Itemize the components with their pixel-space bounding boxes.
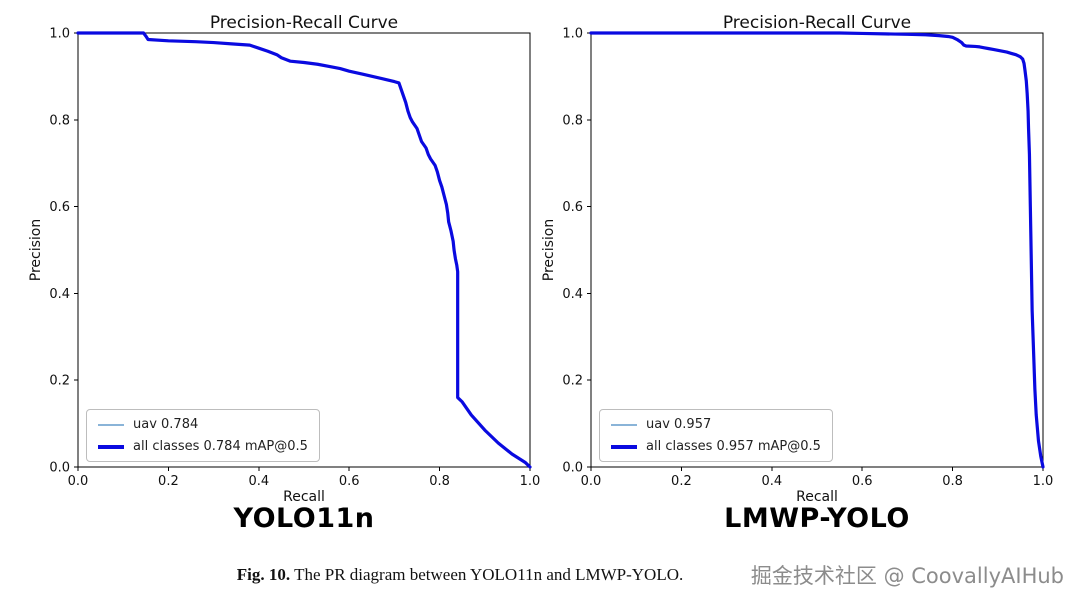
- panel-yolo11n: Precision-Recall Curve 0.0 0.2 0.4 0.6 0.8 1.…: [0, 0, 540, 545]
- svg-text:0.8: 0.8: [429, 474, 450, 489]
- legend: uav 0.784 all classes 0.784 mAP@0.5: [86, 409, 320, 462]
- svg-text:0.4: 0.4: [761, 474, 782, 489]
- svg-text:1.0: 1.0: [49, 27, 70, 42]
- legend-label: uav 0.957: [646, 417, 712, 432]
- legend-item-uav: uav 0.957: [611, 417, 821, 432]
- legend-item-all-classes: all classes 0.784 mAP@0.5: [98, 439, 308, 454]
- model-name-lmwp-yolo: LMWP-YOLO: [724, 503, 910, 534]
- panel-lmwp-yolo: Precision-Recall Curve 0.0 0.2 0.4 0.6 0.8 1.…: [513, 0, 1053, 545]
- svg-text:0.2: 0.2: [158, 474, 179, 489]
- svg-text:0.6: 0.6: [49, 200, 70, 215]
- chart-title: Precision-Recall Curve: [722, 13, 912, 33]
- svg-text:0.6: 0.6: [339, 474, 360, 489]
- figure-caption-text: The PR diagram between YOLO11n and LMWP-…: [294, 565, 684, 584]
- model-name-yolo11n: YOLO11n: [233, 503, 375, 534]
- legend-label: all classes 0.957 mAP@0.5: [646, 439, 821, 454]
- legend-item-uav: uav 0.784: [98, 417, 308, 432]
- x-axis-label: Recall: [283, 489, 325, 505]
- svg-text:0.8: 0.8: [942, 474, 963, 489]
- svg-text:0.6: 0.6: [852, 474, 873, 489]
- svg-text:0.0: 0.0: [68, 474, 89, 489]
- legend-line-sample-thin: [611, 423, 637, 426]
- svg-text:0.0: 0.0: [49, 461, 70, 476]
- svg-text:0.0: 0.0: [581, 474, 602, 489]
- figure-caption: Fig. 10. The PR diagram between YOLO11n …: [0, 565, 920, 585]
- legend-line-sample-thick: [611, 444, 637, 449]
- legend-line-sample-thick: [98, 444, 124, 449]
- svg-text:1.0: 1.0: [520, 474, 540, 489]
- svg-text:0.8: 0.8: [562, 113, 583, 128]
- svg-text:0.8: 0.8: [49, 113, 70, 128]
- legend: uav 0.957 all classes 0.957 mAP@0.5: [599, 409, 833, 462]
- svg-text:0.2: 0.2: [671, 474, 692, 489]
- legend-item-all-classes: all classes 0.957 mAP@0.5: [611, 439, 821, 454]
- y-axis-label: Precision: [541, 218, 557, 282]
- svg-text:1.0: 1.0: [562, 27, 583, 42]
- legend-line-sample-thin: [98, 423, 124, 426]
- x-axis-label: Recall: [796, 489, 838, 505]
- svg-text:0.4: 0.4: [248, 474, 269, 489]
- svg-text:0.4: 0.4: [49, 287, 70, 302]
- legend-label: uav 0.784: [133, 417, 199, 432]
- pr-plot-yolo11n: 0.0 0.2 0.4 0.6 0.8 1.0 0.0 0.2 0.4 0.6 0.8 1.0: [49, 27, 540, 490]
- chart-title: Precision-Recall Curve: [209, 13, 399, 33]
- svg-text:0.4: 0.4: [562, 287, 583, 302]
- pr-plot-lmwp-yolo: 0.0 0.2 0.4 0.6 0.8 1.0 0.0 0.2 0.4 0.6 0.8 1.0: [562, 27, 1053, 490]
- svg-text:0.0: 0.0: [562, 461, 583, 476]
- svg-text:0.2: 0.2: [49, 374, 70, 389]
- figure-caption-label: Fig. 10.: [236, 565, 291, 584]
- svg-text:0.2: 0.2: [562, 374, 583, 389]
- svg-text:1.0: 1.0: [1033, 474, 1053, 489]
- y-axis-label: Precision: [28, 218, 44, 282]
- watermark: 掘金技术社区 @ CoovallyAIHub: [750, 564, 1064, 588]
- svg-text:0.6: 0.6: [562, 200, 583, 215]
- legend-label: all classes 0.784 mAP@0.5: [133, 439, 308, 454]
